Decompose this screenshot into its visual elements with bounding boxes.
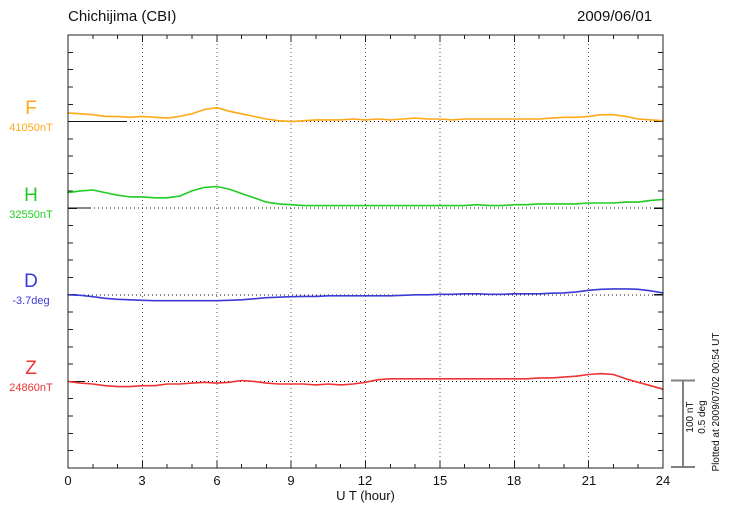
series-letter-h: H [24,185,38,206]
plot-date: 2009/06/01 [577,8,653,25]
trace-d [67,288,664,302]
series-letter-z: Z [25,358,37,379]
series-reference-h: 32550nT [9,209,53,221]
x-tick-label: 0 [64,473,72,488]
trace-f [67,106,664,123]
x-tick-label: 15 [432,473,448,488]
series-letter-f: F [25,98,37,119]
trace-z [67,372,664,391]
series-label-d: D -3.7deg [0,272,62,307]
series-reference-d: -3.7deg [12,295,50,307]
x-axis-title: U T (hour) [336,488,395,503]
series-label-h: H 32550nT [0,186,62,221]
plotted-at-note: Plotted at 2009/07/02 00:54 UT [711,332,722,472]
series-reference-f: 41050nT [9,122,53,134]
series-label-z: Z 24860nT [0,359,62,394]
scale-bar-label: 100 nT 0.5 deg [685,393,711,441]
series-letter-d: D [24,271,38,292]
x-tick-label: 3 [138,473,146,488]
x-tick-label: 9 [287,473,295,488]
trace-h [67,185,664,207]
station-title: Chichijima (CBI) [68,8,177,25]
scale-bar-label-nt: 100 nT [685,401,696,433]
scale-bar-label-deg: 0.5 deg [697,400,708,434]
x-tick-label: 24 [655,473,671,488]
x-tick-label: 12 [357,473,373,488]
x-tick-label: 21 [581,473,597,488]
x-tick-label: 6 [213,473,221,488]
series-reference-z: 24860nT [9,382,53,394]
x-tick-label: 18 [506,473,522,488]
series-label-f: F 41050nT [0,99,62,134]
